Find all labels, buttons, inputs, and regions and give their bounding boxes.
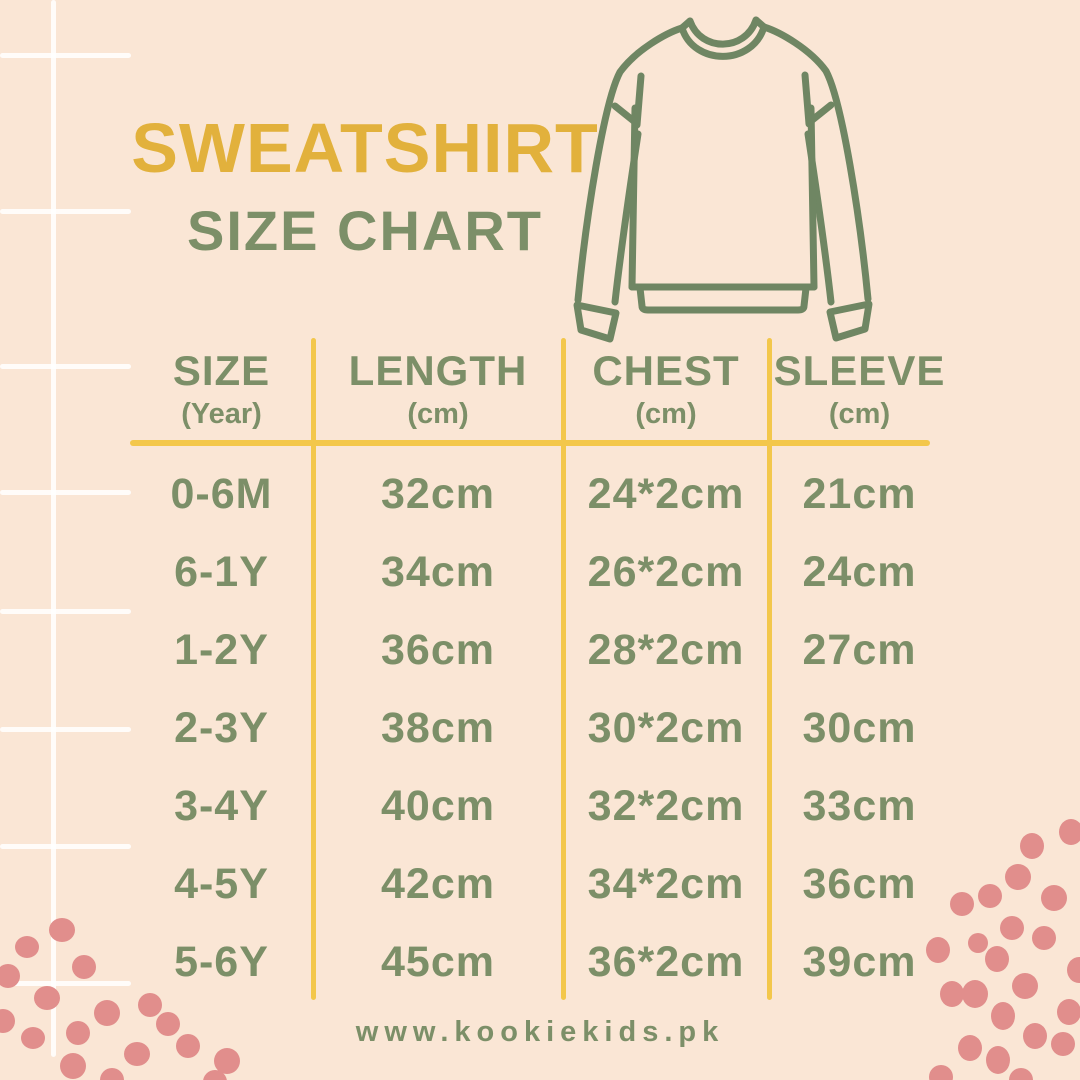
size-cell: 3-4Y [174, 781, 269, 830]
grid-line [0, 209, 131, 214]
grid-line [0, 490, 131, 495]
column-unit: (cm) [635, 398, 697, 431]
grid-line [51, 0, 56, 1057]
sleeve-cell: 39cm [802, 937, 917, 986]
chest-cell: 36*2cm [587, 937, 745, 986]
grid-line [0, 609, 131, 614]
size-table: SIZE (Year) LENGTH (cm) CHEST (cm) SLEEV… [130, 338, 950, 1001]
table-column-divider [311, 338, 316, 1000]
length-cell: 38cm [381, 703, 495, 752]
column-label: SLEEVE [773, 346, 946, 394]
size-cell: 4-5Y [174, 859, 269, 908]
column-label: LENGTH [348, 346, 528, 394]
column-unit: (cm) [407, 398, 469, 431]
table-spacer [130, 441, 950, 455]
size-cell: 6-1Y [174, 547, 269, 596]
grid-line [0, 727, 131, 732]
size-cell: 5-6Y [174, 937, 269, 986]
table-header-rule [130, 440, 930, 446]
chest-cell: 24*2cm [587, 469, 745, 518]
sleeve-cell: 24cm [802, 547, 917, 596]
column-unit: (Year) [181, 398, 262, 431]
sleeve-cell: 30cm [802, 703, 917, 752]
chest-cell: 32*2cm [587, 781, 745, 830]
length-cell: 32cm [381, 469, 495, 518]
grid-line [0, 844, 131, 849]
title-block: SWEATSHIRT SIZE CHART [85, 108, 645, 263]
page-subtitle: SIZE CHART [187, 199, 543, 262]
column-label: CHEST [592, 346, 740, 394]
sleeve-cell: 33cm [802, 781, 917, 830]
length-cell: 34cm [381, 547, 495, 596]
chest-cell: 30*2cm [587, 703, 745, 752]
grid-line [0, 53, 131, 58]
chest-cell: 26*2cm [587, 547, 745, 596]
size-cell: 1-2Y [174, 625, 269, 674]
column-header-size: SIZE (Year) [130, 338, 313, 441]
grid-line [0, 981, 131, 986]
website-url: www.kookiekids.pk [355, 1016, 725, 1048]
column-header-sleeve: SLEEVE (cm) [769, 338, 950, 441]
column-label: SIZE [172, 346, 271, 394]
column-header-length: LENGTH (cm) [313, 338, 563, 441]
column-header-chest: CHEST (cm) [563, 338, 769, 441]
grid-line [0, 364, 131, 369]
length-cell: 45cm [381, 937, 495, 986]
sweatshirt-icon [573, 16, 873, 343]
length-cell: 36cm [381, 625, 495, 674]
table-column-divider [767, 338, 772, 1000]
page-title: SWEATSHIRT [131, 109, 599, 187]
chest-cell: 28*2cm [587, 625, 745, 674]
sleeve-cell: 27cm [802, 625, 917, 674]
chest-cell: 34*2cm [587, 859, 745, 908]
sleeve-cell: 21cm [802, 469, 917, 518]
size-cell: 2-3Y [174, 703, 269, 752]
table-column-divider [561, 338, 566, 1000]
sleeve-cell: 36cm [802, 859, 917, 908]
column-unit: (cm) [828, 398, 891, 431]
length-cell: 40cm [381, 781, 495, 830]
size-cell: 0-6M [170, 469, 273, 518]
length-cell: 42cm [381, 859, 495, 908]
